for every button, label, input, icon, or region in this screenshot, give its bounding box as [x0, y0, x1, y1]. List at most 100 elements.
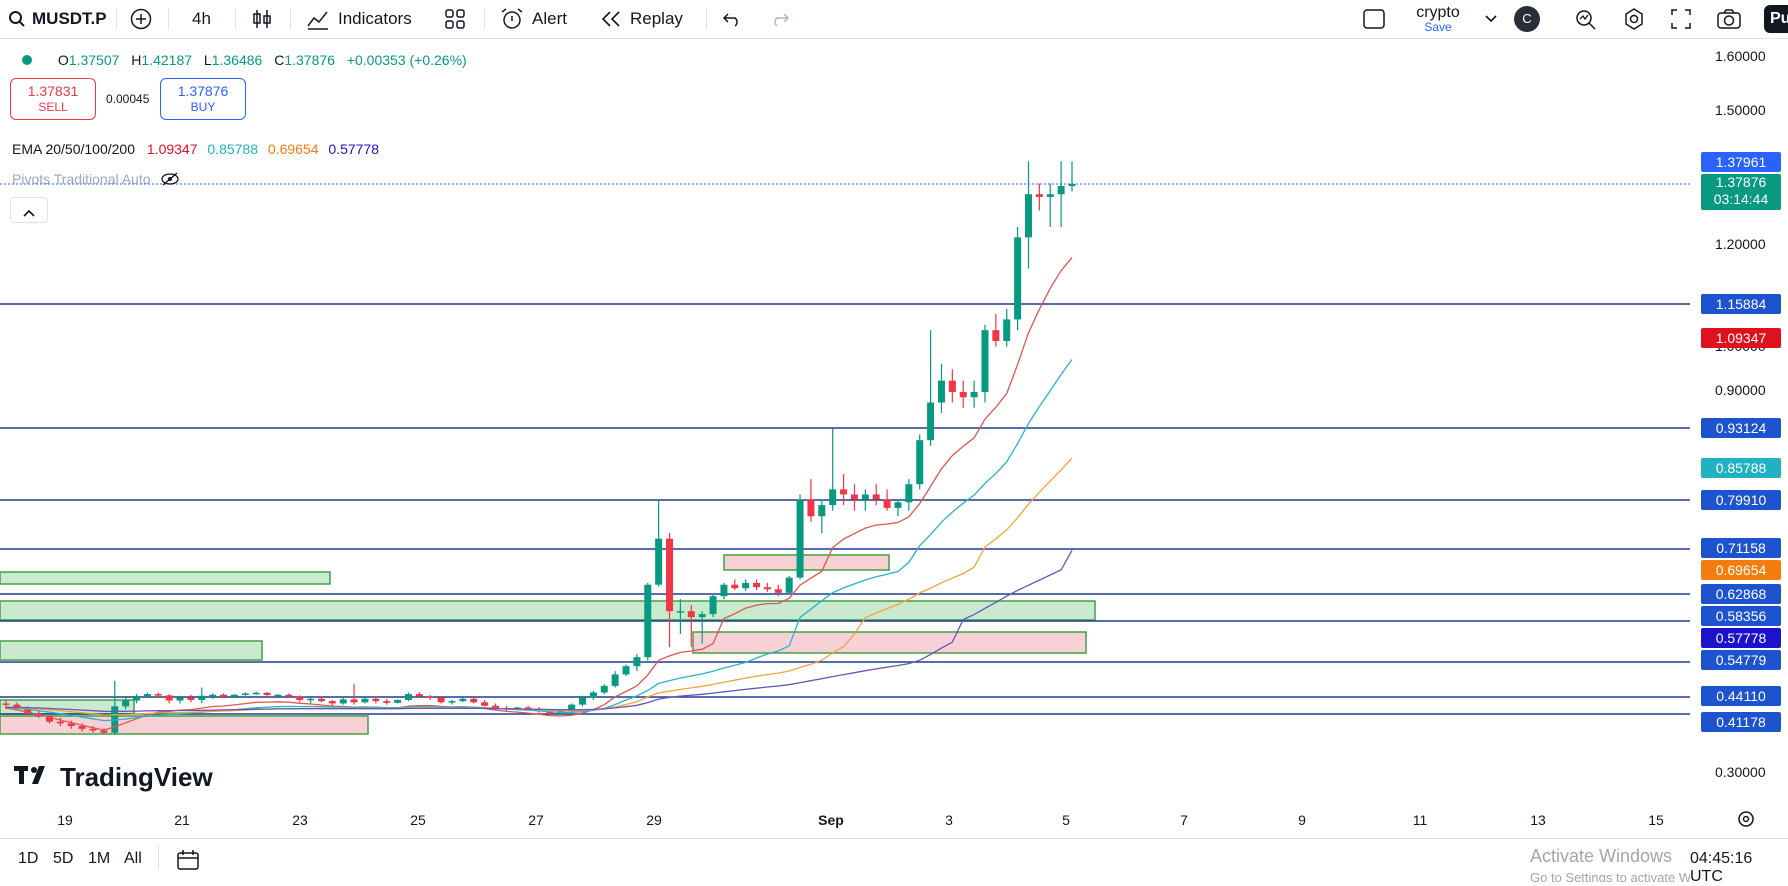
candle-body	[600, 685, 608, 693]
avatar[interactable]: C	[1514, 0, 1540, 38]
tradingview-watermark[interactable]: TradingView	[14, 762, 213, 793]
candle-body	[394, 699, 402, 703]
candle-body	[1057, 186, 1065, 195]
candle-body	[568, 704, 576, 711]
price-label: 1.09347	[1701, 328, 1781, 348]
alert-button[interactable]: Alert	[500, 0, 567, 38]
price-label: 0.85788	[1701, 458, 1781, 478]
snapshot-button[interactable]	[1716, 0, 1742, 38]
range-all-button[interactable]: All	[124, 850, 142, 867]
candle-body	[666, 538, 674, 612]
time-tick: 21	[174, 812, 190, 828]
candle-body	[154, 694, 162, 696]
symbol-search-button[interactable]: MUSDT.P	[8, 0, 107, 38]
time-tick: 23	[292, 812, 308, 828]
bar-countdown: 03:14:44	[1713, 191, 1769, 207]
ema-legend[interactable]: EMA 20/50/100/200 1.09347 0.85788 0.6965…	[12, 141, 379, 157]
candle-body	[720, 584, 728, 597]
candle-body	[67, 723, 75, 727]
settings-button[interactable]	[1622, 0, 1646, 38]
candle-body	[872, 494, 880, 500]
range-1m-button[interactable]: 1M	[88, 850, 111, 867]
low-value: 1.36486	[211, 52, 263, 68]
sell-price: 1.37831	[27, 83, 79, 99]
collapse-legend-button[interactable]	[10, 197, 48, 223]
spread-value: 0.00045	[106, 92, 150, 106]
chart-pane[interactable]	[0, 44, 1690, 800]
price-chart[interactable]	[0, 44, 1690, 800]
candles-icon	[252, 8, 272, 30]
price-tick: 0.30000	[1715, 764, 1766, 780]
fullscreen-button[interactable]	[1670, 0, 1692, 38]
candle-body	[56, 721, 64, 724]
demand-zone	[0, 640, 263, 661]
redo-button[interactable]	[770, 0, 790, 38]
candle-body	[89, 728, 97, 731]
candle-body	[850, 494, 858, 500]
indicators-button[interactable]: Indicators	[306, 0, 412, 38]
plus-circle-icon	[130, 8, 152, 30]
candle-body	[46, 716, 54, 722]
layout-menu-button[interactable]	[1484, 0, 1498, 38]
compare-button[interactable]	[130, 0, 152, 38]
clock-time[interactable]: 04:45:16 UTC	[1690, 850, 1753, 885]
candle-body	[2, 703, 10, 705]
candle-body	[840, 489, 848, 495]
close-value: 1.37876	[284, 52, 335, 68]
candle-body	[546, 711, 554, 714]
publish-button[interactable]: Pu	[1764, 5, 1788, 33]
price-label: 0.41178	[1701, 712, 1781, 732]
candle-body	[622, 666, 630, 675]
candle-body	[481, 702, 489, 706]
candle-body	[296, 696, 304, 700]
templates-button[interactable]	[444, 0, 466, 38]
range-5d-button[interactable]: 5D	[53, 850, 74, 867]
ohlc-legend: O1.37507 H1.42187 L1.36486 C1.37876 +0.0…	[22, 52, 467, 68]
candle-body	[448, 701, 456, 703]
range-1d-button[interactable]: 1D	[18, 850, 39, 867]
time-tick: 5	[1062, 812, 1070, 828]
alarm-clock-icon	[500, 7, 524, 31]
candle-body	[426, 696, 434, 698]
undo-button[interactable]	[722, 0, 742, 38]
candle-body	[937, 380, 945, 403]
calendar-icon	[176, 850, 200, 875]
layout-toggle-button[interactable]	[1362, 0, 1386, 38]
supply-zone	[692, 631, 1087, 654]
chart-type-button[interactable]	[252, 0, 272, 38]
eye-off-icon[interactable]	[160, 172, 180, 189]
candle-body	[307, 698, 315, 701]
time-tick: 9	[1298, 812, 1306, 828]
goto-date-button[interactable]	[176, 849, 200, 876]
time-tick: 19	[57, 812, 73, 828]
buy-button[interactable]: 1.37876 BUY	[160, 78, 246, 120]
time-tick: 25	[410, 812, 426, 828]
time-tick: 3	[945, 812, 953, 828]
candle-body	[655, 538, 663, 585]
replay-button[interactable]: Replay	[600, 0, 683, 38]
time-tick: Sep	[818, 812, 844, 828]
pivots-legend[interactable]: Pivots Traditional Auto	[12, 171, 180, 189]
price-tick: 1.50000	[1715, 102, 1766, 118]
price-label: 0.69654	[1701, 560, 1781, 580]
candle-body	[404, 694, 412, 700]
publish-label: Pu	[1770, 10, 1788, 27]
price-axis[interactable]: 1.600001.500001.300001.200001.000000.900…	[1690, 44, 1788, 800]
candle-body	[1068, 183, 1076, 187]
quick-search-button[interactable]	[1574, 0, 1598, 38]
candle-body	[894, 502, 902, 508]
candle-body	[829, 489, 837, 506]
layout-name-button[interactable]: crypto Save	[1408, 0, 1468, 38]
candle-body	[948, 380, 956, 392]
undo-icon	[722, 11, 742, 27]
candle-body	[383, 701, 391, 703]
candle-body	[763, 587, 771, 590]
pivots-title: Pivots Traditional Auto	[12, 171, 151, 187]
top-toolbar: MUSDT.P 4h Indicators Alert	[0, 0, 1788, 39]
interval-button[interactable]: 4h	[192, 0, 211, 38]
time-tick: 11	[1412, 812, 1428, 828]
candle-body	[959, 392, 967, 398]
sell-button[interactable]: 1.37831 SELL	[10, 78, 96, 120]
axis-settings-button[interactable]	[1736, 809, 1756, 834]
candle-body	[970, 392, 978, 398]
